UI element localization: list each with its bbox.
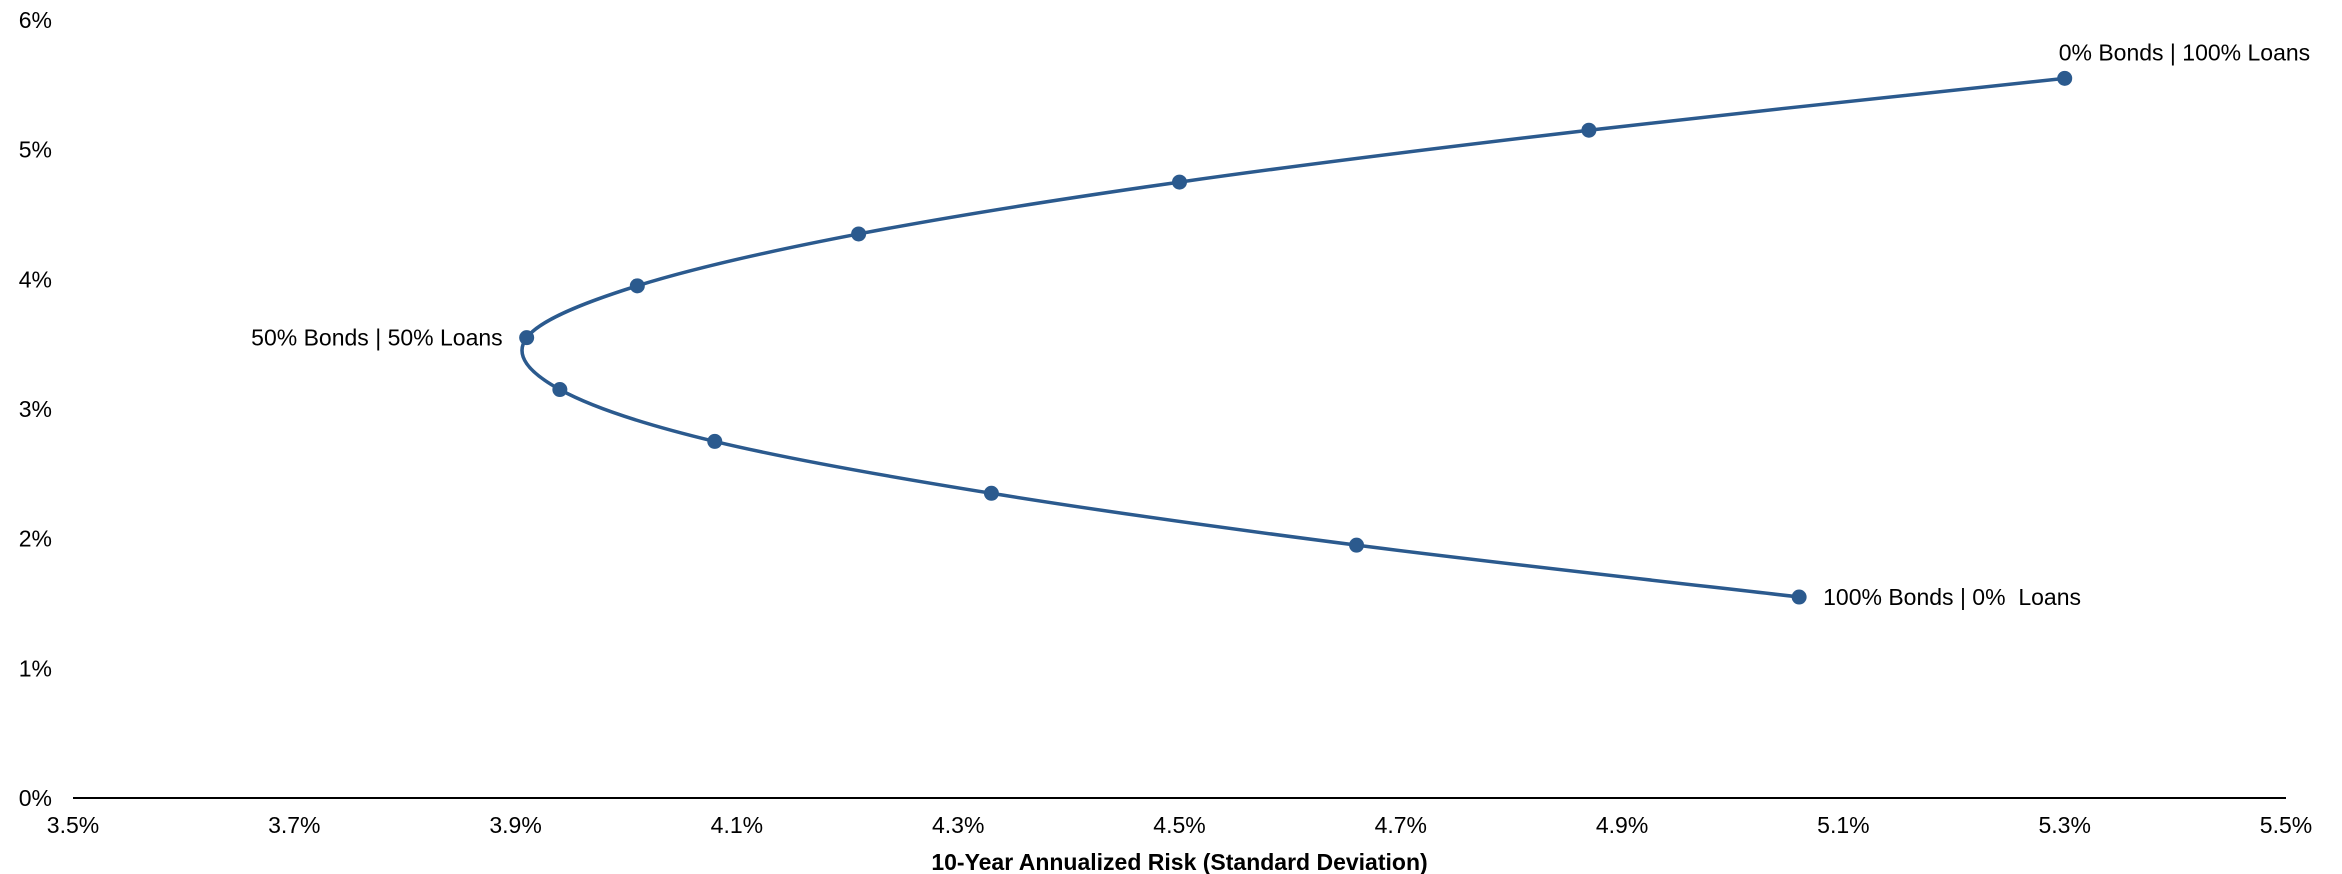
- x-tick-label: 4.1%: [711, 812, 763, 838]
- x-tick-label: 4.9%: [1596, 812, 1648, 838]
- data-point: [707, 433, 723, 449]
- data-point: [1349, 537, 1365, 553]
- point-annotation: 0% Bonds | 100% Loans: [2059, 39, 2310, 65]
- series-line: [520, 76, 2065, 599]
- data-point: [983, 485, 999, 501]
- data-point: [552, 382, 568, 398]
- x-tick-label: 3.9%: [489, 812, 541, 838]
- x-axis-title: 10-Year Annualized Risk (Standard Deviat…: [931, 849, 1427, 874]
- y-tick-label: 0%: [19, 785, 52, 811]
- y-tick-label: 3%: [19, 396, 52, 422]
- annotations: 0% Bonds | 100% Loans 50% Bonds | 50% Loa…: [251, 39, 2310, 610]
- y-tick-label: 1%: [19, 655, 52, 681]
- point-annotation: 100% Bonds | 0% Loans: [1823, 584, 2081, 610]
- x-tick-label: 5.1%: [1817, 812, 1869, 838]
- data-point: [519, 330, 535, 346]
- y-tick-label: 5%: [19, 137, 52, 163]
- y-axis-ticks: 0% 1% 2% 3% 4% 5% 6%: [19, 7, 52, 811]
- y-tick-label: 2%: [19, 526, 52, 552]
- x-tick-label: 4.7%: [1375, 812, 1427, 838]
- x-tick-label: 5.3%: [2038, 812, 2090, 838]
- x-axis-ticks: 3.5% 3.7% 3.9% 4.1% 4.3% 4.5% 4.7% 4.9% 5.1% 5.3%…: [47, 812, 2312, 838]
- data-point: [2057, 70, 2073, 86]
- data-point: [1172, 174, 1187, 190]
- data-points: [519, 70, 2073, 605]
- data-point: [1791, 589, 1807, 605]
- data-point: [629, 278, 645, 294]
- x-tick-label: 5.5%: [2260, 812, 2312, 838]
- point-annotation: 50% Bonds | 50% Loans: [251, 325, 502, 351]
- y-tick-label: 4%: [19, 266, 52, 292]
- x-tick-label: 3.5%: [47, 812, 99, 838]
- data-point: [851, 226, 867, 242]
- x-tick-label: 4.3%: [932, 812, 984, 838]
- y-tick-label: 6%: [19, 7, 52, 33]
- x-tick-label: 4.5%: [1153, 812, 1205, 838]
- x-tick-label: 3.7%: [268, 812, 320, 838]
- data-point: [1581, 122, 1597, 138]
